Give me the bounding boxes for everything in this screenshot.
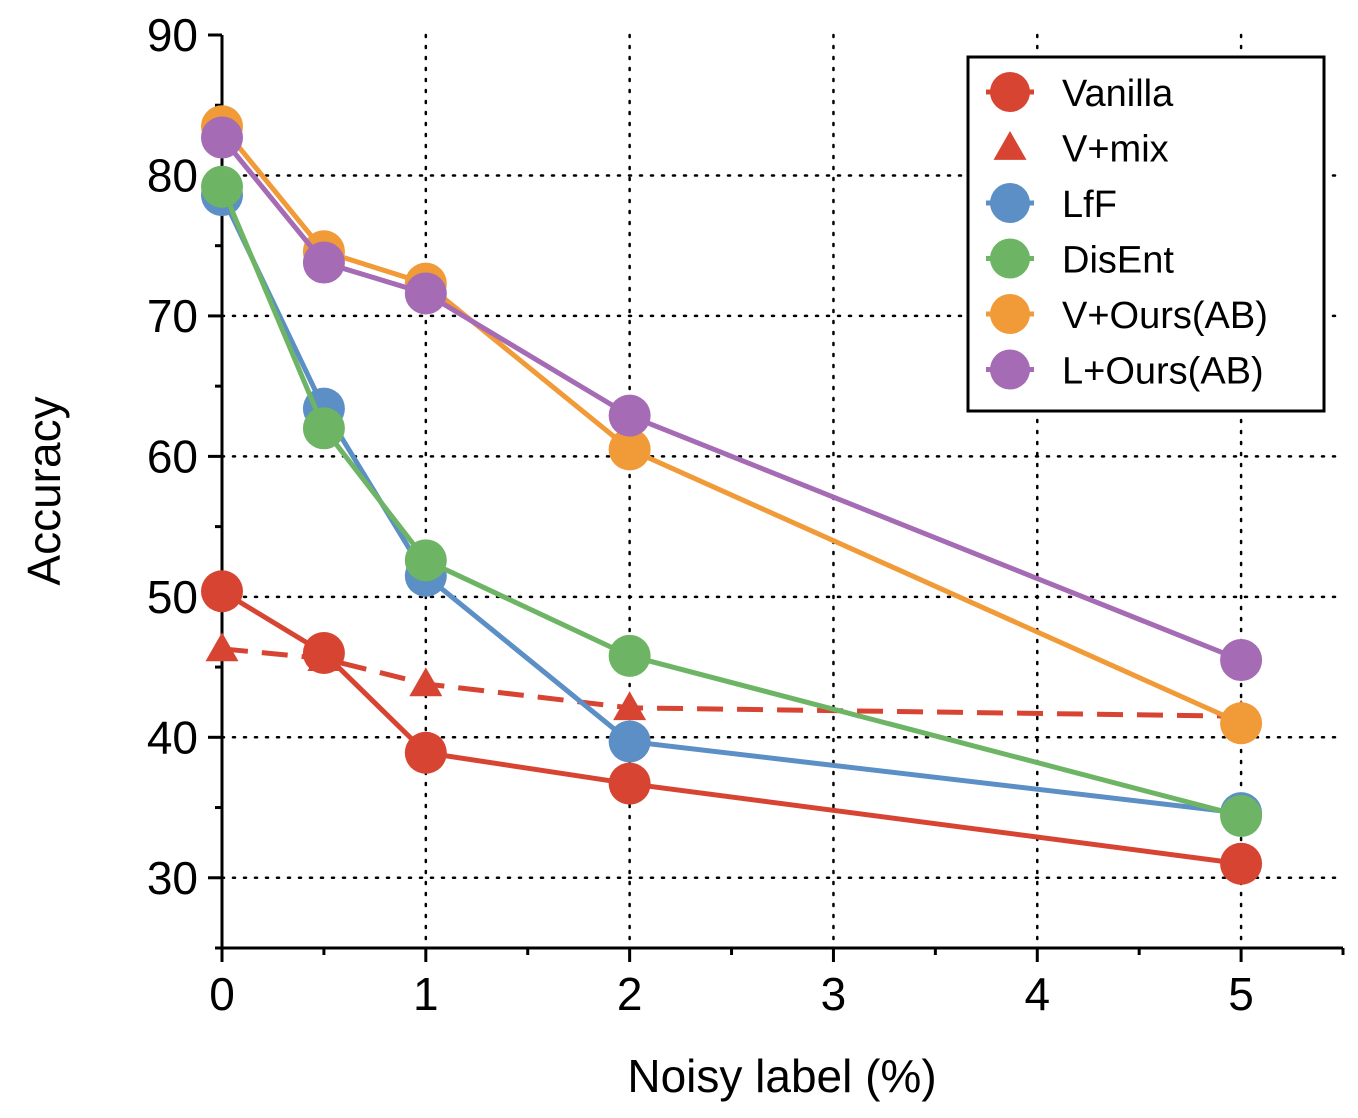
data-point: [404, 539, 447, 582]
data-point: [201, 570, 243, 613]
y-tick-label: 30: [147, 852, 198, 904]
y-tick-label: 50: [147, 571, 198, 623]
data-point: [409, 667, 443, 697]
x-tick-label: 3: [821, 968, 847, 1020]
legend-item: Vanilla: [986, 72, 1174, 115]
legend-label: LfF: [1062, 184, 1117, 226]
x-tick-label: 4: [1024, 968, 1050, 1020]
x-tick-label: 5: [1228, 968, 1254, 1020]
legend-item: L+Ours(AB): [986, 349, 1264, 393]
x-tick-label: 1: [413, 968, 439, 1020]
legend-item: LfF: [986, 183, 1117, 226]
legend-item: V+mix: [993, 129, 1169, 171]
series-group: [201, 105, 1263, 885]
y-tick-label: 60: [147, 430, 198, 482]
legend-item: V+Ours(AB): [986, 294, 1268, 337]
x-tick-label: 0: [209, 968, 235, 1020]
y-tick-label: 80: [147, 149, 198, 201]
x-axis-title: Noisy label (%): [627, 1050, 936, 1102]
legend-marker: [990, 183, 1030, 223]
data-point: [1220, 639, 1263, 682]
data-point: [302, 407, 345, 450]
legend-label: L+Ours(AB): [1062, 351, 1264, 393]
legend: Vanilla V+mix LfF DisEnt V+Ours(AB) L+Ours(AB…: [966, 55, 1326, 413]
data-point: [608, 762, 651, 805]
series-disent: [201, 165, 1263, 837]
legend-label: Vanilla: [1062, 73, 1174, 115]
legend-marker: [990, 72, 1030, 112]
legend-marker: [993, 131, 1027, 160]
data-point: [1220, 702, 1263, 745]
legend-marker: [990, 349, 1030, 390]
data-point: [205, 632, 239, 662]
legend-box: [966, 55, 1326, 413]
data-point: [404, 272, 447, 315]
legend-marker: [990, 238, 1030, 279]
data-point: [302, 241, 345, 284]
series-l-ours-ab-: [201, 116, 1263, 682]
data-point: [613, 691, 647, 721]
tick-labels: 30 40 50 60 70 80 90 0 1 2 3 4 5: [147, 9, 1254, 1020]
data-point: [608, 394, 651, 437]
y-tick-label: 40: [147, 711, 198, 763]
y-tick-label: 70: [147, 290, 198, 342]
data-point: [307, 642, 341, 672]
data-point: [608, 720, 651, 763]
legend-label: V+mix: [1062, 129, 1169, 171]
data-point: [608, 428, 651, 471]
legend-marker: [990, 294, 1030, 334]
data-point: [404, 731, 447, 774]
y-tick-label: 90: [147, 9, 198, 61]
data-point: [1220, 842, 1263, 885]
y-axis-title: Accuracy: [18, 396, 70, 585]
legend-label: V+Ours(AB): [1062, 295, 1268, 337]
x-tick-label: 2: [617, 968, 643, 1020]
legend-item: DisEnt: [986, 238, 1174, 282]
data-point: [201, 165, 243, 208]
data-point: [608, 634, 651, 677]
legend-label: DisEnt: [1062, 240, 1174, 282]
series-line: [220, 589, 1242, 867]
data-point: [201, 116, 243, 159]
series-vanilla: [201, 570, 1263, 885]
data-point: [1220, 794, 1263, 837]
